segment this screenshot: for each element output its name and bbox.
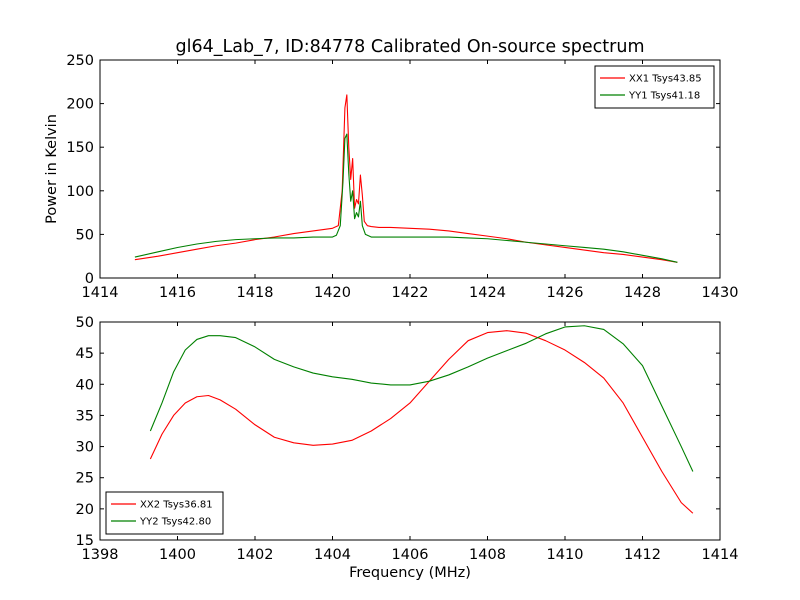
x-tick-label: 1424 [469, 285, 506, 301]
y-tick-label: 50 [76, 315, 94, 331]
y-tick-label: 100 [66, 184, 94, 200]
chart-title: gl64_Lab_7, ID:84778 Calibrated On-sourc… [175, 37, 644, 57]
legend-box [594, 65, 715, 109]
y-tick-label: 20 [76, 502, 94, 518]
x-tick-label: 1398 [82, 547, 119, 563]
x-tick-label: 1428 [624, 285, 661, 301]
x-tick-label: 1400 [159, 547, 196, 563]
x-axis-label: Frequency (MHz) [349, 565, 471, 581]
y-tick-label: 45 [76, 346, 94, 362]
chart-1: 1414 1416 1418 1420 1422 1424 1426 1428 1430 0 50 1… [44, 37, 738, 301]
x-tick-label: 1414 [82, 285, 119, 301]
x-tick-label: 1406 [392, 547, 429, 563]
y-tick-label: 250 [66, 53, 94, 69]
series-line-2 [149, 325, 694, 472]
legend-label: YY1 Tsys41.18 [628, 91, 700, 102]
x-tick-label: 1420 [314, 285, 351, 301]
x-tick-label: 1426 [547, 285, 584, 301]
y-tick-label: 50 [76, 227, 94, 243]
series-line-1 [149, 330, 694, 514]
legend-label: YY2 Tsys42.80 [139, 517, 211, 528]
x-tick-label: 1418 [237, 285, 274, 301]
y-tick-label: 40 [76, 377, 94, 393]
x-tick-label: 1416 [159, 285, 196, 301]
y-tick-label: 25 [76, 471, 94, 487]
y-tick-label: 35 [76, 408, 94, 424]
legend-box [105, 491, 224, 535]
legend-label: XX2 Tsys36.81 [140, 500, 213, 511]
series-line-2 [134, 133, 678, 263]
chart-2: 1398 1400 1402 1404 1406 1408 1410 1412 1414 15 20… [76, 315, 739, 581]
y-tick-label: 30 [76, 440, 94, 456]
x-tick-label: 1412 [624, 547, 661, 563]
x-tick-label: 1404 [314, 547, 351, 563]
x-tick-label: 1408 [469, 547, 506, 563]
y-tick-label: 200 [66, 97, 94, 113]
x-tick-label: 1410 [547, 547, 584, 563]
series-line-1 [134, 94, 678, 263]
legend-label: XX1 Tsys43.85 [629, 74, 702, 85]
legend: XX1 Tsys43.85 YY1 Tsys41.18 [594, 65, 715, 109]
x-tick-label: 1430 [702, 285, 739, 301]
y-axis-label: Power in Kelvin [44, 114, 60, 224]
x-tick-label: 1422 [392, 285, 429, 301]
y-tick-label: 0 [85, 271, 94, 287]
legend: XX2 Tsys36.81 YY2 Tsys42.80 [105, 491, 224, 535]
x-tick-label: 1414 [702, 547, 739, 563]
y-tick-label: 15 [76, 533, 94, 549]
y-tick-label: 150 [66, 140, 94, 156]
x-tick-label: 1402 [237, 547, 274, 563]
